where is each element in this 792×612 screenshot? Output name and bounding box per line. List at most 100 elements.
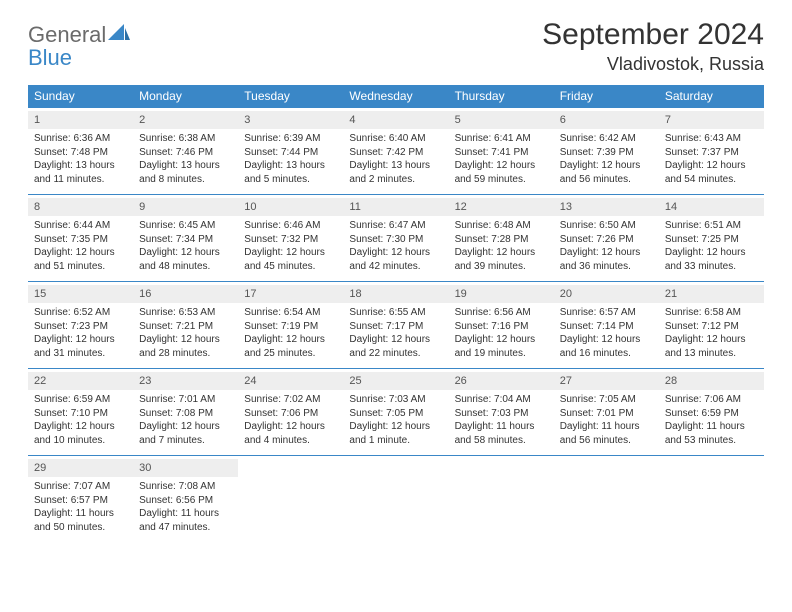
calendar-day-cell: 29Sunrise: 7:07 AMSunset: 6:57 PMDayligh… bbox=[28, 456, 133, 543]
calendar-day-cell bbox=[554, 456, 659, 543]
day-number: 26 bbox=[449, 372, 554, 390]
daylight-text: Daylight: 11 hours and 56 minutes. bbox=[560, 420, 653, 447]
day-number: 13 bbox=[554, 198, 659, 216]
daylight-text: Daylight: 12 hours and 42 minutes. bbox=[349, 246, 442, 273]
day-info: Sunrise: 6:44 AMSunset: 7:35 PMDaylight:… bbox=[34, 219, 127, 273]
daylight-text: Daylight: 12 hours and 56 minutes. bbox=[560, 159, 653, 186]
sunrise-text: Sunrise: 7:04 AM bbox=[455, 393, 548, 407]
day-info: Sunrise: 7:04 AMSunset: 7:03 PMDaylight:… bbox=[455, 393, 548, 447]
sunset-text: Sunset: 6:57 PM bbox=[34, 494, 127, 508]
daylight-text: Daylight: 12 hours and 4 minutes. bbox=[244, 420, 337, 447]
logo-blue-text: Blue bbox=[28, 45, 72, 70]
calendar-day-cell: 2Sunrise: 6:38 AMSunset: 7:46 PMDaylight… bbox=[133, 108, 238, 195]
day-info: Sunrise: 7:02 AMSunset: 7:06 PMDaylight:… bbox=[244, 393, 337, 447]
sunrise-text: Sunrise: 6:36 AM bbox=[34, 132, 127, 146]
day-number: 14 bbox=[659, 198, 764, 216]
day-number: 24 bbox=[238, 372, 343, 390]
calendar-day-cell: 14Sunrise: 6:51 AMSunset: 7:25 PMDayligh… bbox=[659, 195, 764, 282]
daylight-text: Daylight: 12 hours and 16 minutes. bbox=[560, 333, 653, 360]
daylight-text: Daylight: 11 hours and 47 minutes. bbox=[139, 507, 232, 534]
day-number: 19 bbox=[449, 285, 554, 303]
page-header: General Blue September 2024 Vladivostok,… bbox=[28, 18, 764, 75]
daylight-text: Daylight: 12 hours and 45 minutes. bbox=[244, 246, 337, 273]
dow-header: Thursday bbox=[449, 85, 554, 108]
daylight-text: Daylight: 11 hours and 58 minutes. bbox=[455, 420, 548, 447]
sunset-text: Sunset: 7:42 PM bbox=[349, 146, 442, 160]
calendar-day-cell: 13Sunrise: 6:50 AMSunset: 7:26 PMDayligh… bbox=[554, 195, 659, 282]
calendar-day-cell: 7Sunrise: 6:43 AMSunset: 7:37 PMDaylight… bbox=[659, 108, 764, 195]
sunrise-text: Sunrise: 6:42 AM bbox=[560, 132, 653, 146]
calendar-day-cell: 11Sunrise: 6:47 AMSunset: 7:30 PMDayligh… bbox=[343, 195, 448, 282]
sunrise-text: Sunrise: 7:03 AM bbox=[349, 393, 442, 407]
daylight-text: Daylight: 12 hours and 31 minutes. bbox=[34, 333, 127, 360]
calendar-day-cell: 12Sunrise: 6:48 AMSunset: 7:28 PMDayligh… bbox=[449, 195, 554, 282]
sunset-text: Sunset: 6:56 PM bbox=[139, 494, 232, 508]
calendar-day-cell: 8Sunrise: 6:44 AMSunset: 7:35 PMDaylight… bbox=[28, 195, 133, 282]
logo: General Blue bbox=[28, 18, 130, 70]
day-info: Sunrise: 6:39 AMSunset: 7:44 PMDaylight:… bbox=[244, 132, 337, 186]
sunset-text: Sunset: 7:05 PM bbox=[349, 407, 442, 421]
daylight-text: Daylight: 12 hours and 36 minutes. bbox=[560, 246, 653, 273]
calendar-day-cell: 3Sunrise: 6:39 AMSunset: 7:44 PMDaylight… bbox=[238, 108, 343, 195]
day-info: Sunrise: 6:59 AMSunset: 7:10 PMDaylight:… bbox=[34, 393, 127, 447]
day-info: Sunrise: 7:01 AMSunset: 7:08 PMDaylight:… bbox=[139, 393, 232, 447]
calendar-page: General Blue September 2024 Vladivostok,… bbox=[0, 0, 792, 552]
day-number: 15 bbox=[28, 285, 133, 303]
sunrise-text: Sunrise: 6:55 AM bbox=[349, 306, 442, 320]
sunset-text: Sunset: 7:08 PM bbox=[139, 407, 232, 421]
day-info: Sunrise: 6:40 AMSunset: 7:42 PMDaylight:… bbox=[349, 132, 442, 186]
calendar-table: Sunday Monday Tuesday Wednesday Thursday… bbox=[28, 85, 764, 542]
sunrise-text: Sunrise: 6:43 AM bbox=[665, 132, 758, 146]
sunset-text: Sunset: 6:59 PM bbox=[665, 407, 758, 421]
sunset-text: Sunset: 7:26 PM bbox=[560, 233, 653, 247]
day-number: 23 bbox=[133, 372, 238, 390]
day-info: Sunrise: 6:46 AMSunset: 7:32 PMDaylight:… bbox=[244, 219, 337, 273]
sunset-text: Sunset: 7:28 PM bbox=[455, 233, 548, 247]
day-number: 21 bbox=[659, 285, 764, 303]
daylight-text: Daylight: 11 hours and 53 minutes. bbox=[665, 420, 758, 447]
sunrise-text: Sunrise: 6:58 AM bbox=[665, 306, 758, 320]
sunset-text: Sunset: 7:12 PM bbox=[665, 320, 758, 334]
sunrise-text: Sunrise: 6:40 AM bbox=[349, 132, 442, 146]
day-info: Sunrise: 6:54 AMSunset: 7:19 PMDaylight:… bbox=[244, 306, 337, 360]
calendar-day-cell: 15Sunrise: 6:52 AMSunset: 7:23 PMDayligh… bbox=[28, 282, 133, 369]
sunset-text: Sunset: 7:41 PM bbox=[455, 146, 548, 160]
daylight-text: Daylight: 13 hours and 8 minutes. bbox=[139, 159, 232, 186]
calendar-day-cell: 28Sunrise: 7:06 AMSunset: 6:59 PMDayligh… bbox=[659, 369, 764, 456]
calendar-day-cell: 5Sunrise: 6:41 AMSunset: 7:41 PMDaylight… bbox=[449, 108, 554, 195]
sunrise-text: Sunrise: 7:02 AM bbox=[244, 393, 337, 407]
day-number: 22 bbox=[28, 372, 133, 390]
sunset-text: Sunset: 7:34 PM bbox=[139, 233, 232, 247]
location-label: Vladivostok, Russia bbox=[542, 54, 764, 75]
calendar-day-cell: 16Sunrise: 6:53 AMSunset: 7:21 PMDayligh… bbox=[133, 282, 238, 369]
calendar-week-row: 1Sunrise: 6:36 AMSunset: 7:48 PMDaylight… bbox=[28, 108, 764, 195]
sunset-text: Sunset: 7:16 PM bbox=[455, 320, 548, 334]
daylight-text: Daylight: 12 hours and 22 minutes. bbox=[349, 333, 442, 360]
daylight-text: Daylight: 12 hours and 54 minutes. bbox=[665, 159, 758, 186]
month-title: September 2024 bbox=[542, 18, 764, 52]
dow-header: Wednesday bbox=[343, 85, 448, 108]
sunset-text: Sunset: 7:37 PM bbox=[665, 146, 758, 160]
day-info: Sunrise: 7:06 AMSunset: 6:59 PMDaylight:… bbox=[665, 393, 758, 447]
calendar-day-cell bbox=[659, 456, 764, 543]
daylight-text: Daylight: 13 hours and 2 minutes. bbox=[349, 159, 442, 186]
dow-header: Monday bbox=[133, 85, 238, 108]
day-info: Sunrise: 7:03 AMSunset: 7:05 PMDaylight:… bbox=[349, 393, 442, 447]
sunset-text: Sunset: 7:46 PM bbox=[139, 146, 232, 160]
day-info: Sunrise: 6:36 AMSunset: 7:48 PMDaylight:… bbox=[34, 132, 127, 186]
daylight-text: Daylight: 12 hours and 25 minutes. bbox=[244, 333, 337, 360]
logo-general-text: General bbox=[28, 22, 106, 47]
day-number: 4 bbox=[343, 111, 448, 129]
sunset-text: Sunset: 7:23 PM bbox=[34, 320, 127, 334]
day-number: 2 bbox=[133, 111, 238, 129]
daylight-text: Daylight: 12 hours and 19 minutes. bbox=[455, 333, 548, 360]
calendar-day-cell: 30Sunrise: 7:08 AMSunset: 6:56 PMDayligh… bbox=[133, 456, 238, 543]
dow-header: Friday bbox=[554, 85, 659, 108]
sunrise-text: Sunrise: 6:47 AM bbox=[349, 219, 442, 233]
dow-header: Tuesday bbox=[238, 85, 343, 108]
day-info: Sunrise: 6:45 AMSunset: 7:34 PMDaylight:… bbox=[139, 219, 232, 273]
calendar-day-cell bbox=[449, 456, 554, 543]
logo-sail-icon bbox=[108, 24, 130, 42]
sunset-text: Sunset: 7:35 PM bbox=[34, 233, 127, 247]
daylight-text: Daylight: 13 hours and 11 minutes. bbox=[34, 159, 127, 186]
